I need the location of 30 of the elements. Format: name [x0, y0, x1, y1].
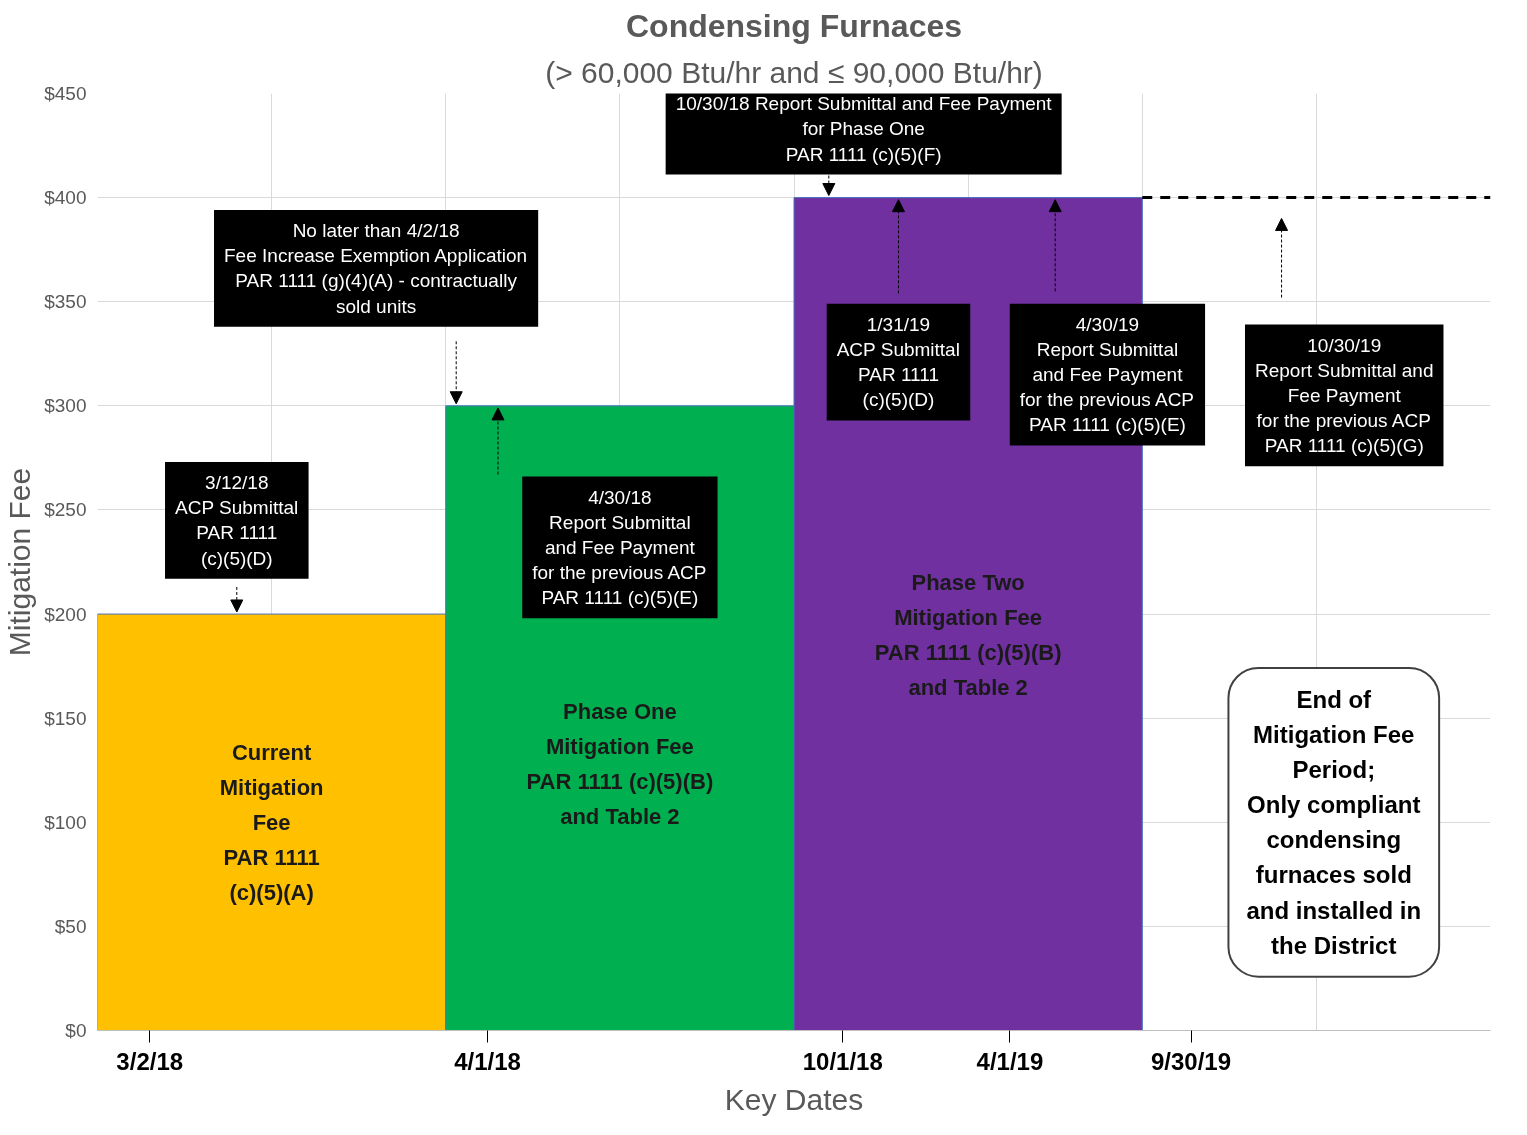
- annotation: 4/30/18 Report Submittal and Fee Payment for the previous ACP PAR 1111 (c)(5)(E): [532, 486, 707, 609]
- text: 10/1/18: [802, 1047, 883, 1075]
- annotation: 1/31/19 ACP Submittal PAR 1111 (c)(5)(D): [836, 313, 960, 411]
- y-tick-label: $50: [54, 915, 87, 937]
- annotation: 4/30/19 Report Submittal and Fee Payment for the previous ACP PAR 1111 (c)(5)(E): [1019, 313, 1195, 436]
- y-tick-label: $0: [65, 1020, 87, 1041]
- text: 9/30/19: [1150, 1047, 1232, 1075]
- annotation: 3/12/18 ACP Submittal PAR 1111 (c)(5)(D): [175, 472, 299, 569]
- y-tick-label: $100: [44, 811, 87, 833]
- y-tick-label: $150: [44, 707, 87, 729]
- y-tick-label: $450: [44, 83, 87, 104]
- y-tick-label: $350: [44, 291, 87, 313]
- x-axis-title: Key Dates: [724, 1082, 864, 1116]
- annotation: Current Mitigation Fee PAR 1111 (c)(5)(A): [219, 739, 324, 905]
- y-axis-title: Mitigation Fee: [3, 467, 37, 657]
- annotation: 10/30/18 Report Submittal and Fee Payment for Phase One PAR 1111 (c)(5)(F): [675, 93, 1053, 165]
- chart-title: Condensing Furnaces: [625, 7, 963, 44]
- annotation: End of Mitigation Fee Period; Only compliant condensing furnaces sold and installed in the District: [1246, 685, 1422, 959]
- text: 4/1/19: [976, 1047, 1044, 1075]
- annotation: Phase One Mitigation Fee PAR 1111 (c)(5)(B) and Table 2: [526, 698, 714, 829]
- text: 3/2/18: [116, 1047, 184, 1075]
- y-tick-label: $400: [44, 187, 87, 209]
- y-tick-label: $300: [44, 395, 87, 417]
- y-tick-label: $250: [44, 499, 87, 521]
- annotation: 10/30/19 Report Submittal and Fee Payment for the previous ACP PAR 1111 (c)(5)(G): [1254, 334, 1434, 457]
- annotation: No later than 4/2/18 Fee Increase Exemption Application PAR 1111 (g)(4)(A) - contractually sold units: [224, 220, 528, 317]
- text: 4/1/18: [454, 1047, 521, 1075]
- chart-subtitle: (> 60,000 Btu/hr and ≤ 90,000 Btu/hr): [545, 55, 1043, 89]
- annotation: Phase Two Mitigation Fee PAR 1111 (c)(5)(B) and Table 2: [874, 569, 1062, 700]
- y-tick-label: $200: [44, 603, 87, 625]
